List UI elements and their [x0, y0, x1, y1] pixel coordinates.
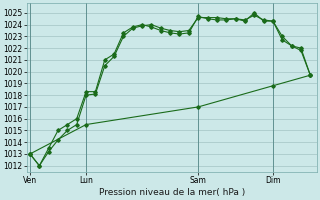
X-axis label: Pression niveau de la mer( hPa ): Pression niveau de la mer( hPa ): [99, 188, 245, 197]
